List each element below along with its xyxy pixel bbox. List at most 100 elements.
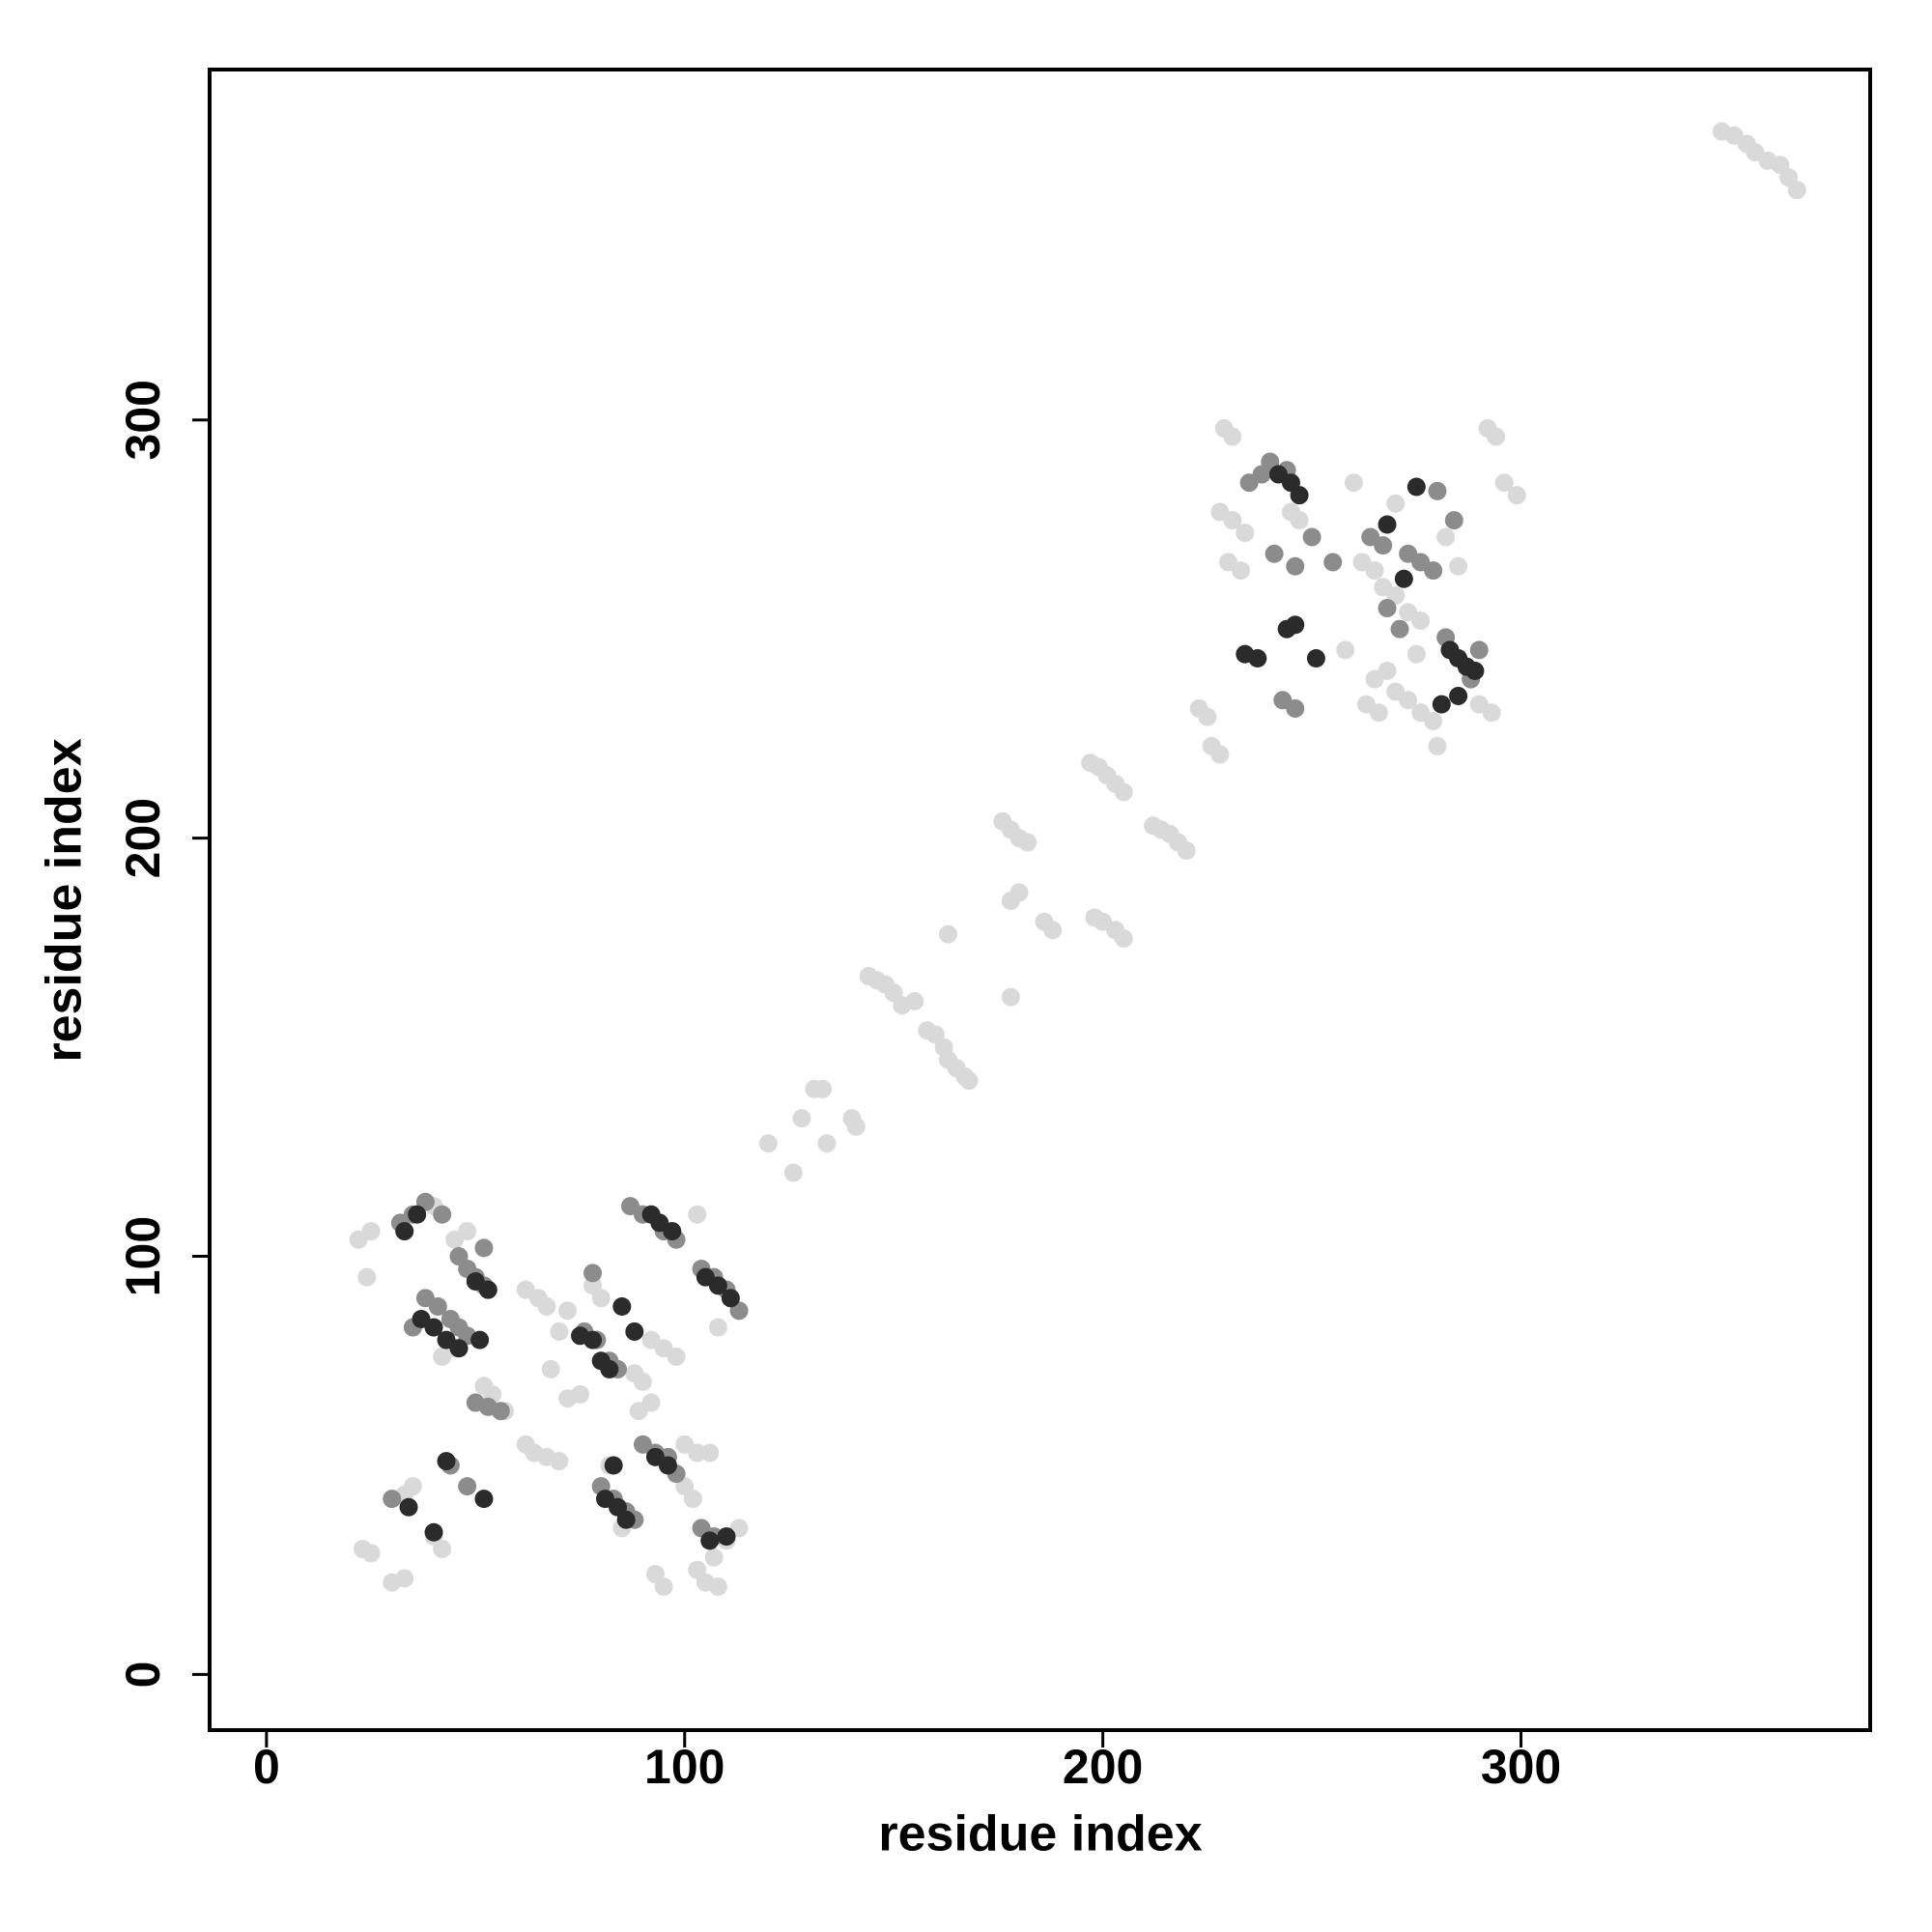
point	[541, 1359, 560, 1378]
point	[708, 1577, 727, 1597]
point	[395, 1222, 414, 1241]
point	[1394, 569, 1413, 588]
point	[846, 1117, 866, 1136]
point	[408, 1205, 427, 1224]
point	[1386, 494, 1406, 513]
point	[571, 1326, 590, 1346]
point	[1290, 511, 1309, 530]
point	[905, 991, 924, 1010]
point	[1494, 473, 1514, 493]
point	[1428, 736, 1447, 755]
y-tick-label: 200	[116, 798, 170, 878]
point	[1043, 921, 1063, 940]
x-tick-label: 0	[253, 1740, 280, 1794]
point	[424, 1522, 443, 1542]
point	[1482, 703, 1501, 723]
point	[1449, 686, 1468, 705]
y-tick-label: 100	[116, 1216, 170, 1296]
point	[1264, 544, 1284, 563]
point	[688, 1560, 707, 1579]
point	[1411, 611, 1431, 631]
y-axis-title: residue index	[37, 738, 93, 1062]
point	[1248, 649, 1267, 668]
point	[449, 1339, 469, 1358]
point	[1001, 892, 1020, 911]
point	[383, 1490, 402, 1509]
point	[708, 1276, 727, 1295]
point	[458, 1477, 477, 1496]
point	[491, 1402, 510, 1421]
point	[704, 1548, 724, 1567]
point	[550, 1321, 569, 1341]
point	[721, 1289, 740, 1308]
point	[645, 1565, 665, 1584]
point	[474, 1490, 494, 1509]
point	[1114, 782, 1133, 802]
point	[1787, 181, 1806, 200]
y-tick-label: 0	[116, 1662, 170, 1689]
point	[470, 1330, 490, 1350]
point	[1114, 929, 1133, 949]
point	[1236, 524, 1255, 543]
point	[1290, 486, 1309, 505]
point	[817, 1134, 837, 1153]
point	[1223, 427, 1242, 446]
point	[1323, 553, 1343, 572]
point	[1406, 477, 1426, 497]
point	[1399, 691, 1418, 710]
point	[813, 1079, 833, 1098]
point	[1177, 841, 1196, 861]
point	[1286, 698, 1305, 718]
point	[1198, 707, 1217, 726]
point	[792, 1109, 811, 1128]
point	[1390, 619, 1409, 639]
point	[688, 1205, 707, 1224]
point	[1336, 640, 1355, 660]
point	[361, 1544, 381, 1563]
point	[938, 924, 957, 944]
point	[1487, 427, 1506, 446]
point	[667, 1347, 686, 1366]
x-tick-label: 100	[644, 1740, 724, 1794]
point	[1232, 561, 1251, 581]
point	[758, 1134, 778, 1153]
point	[1001, 987, 1020, 1007]
point	[361, 1222, 381, 1241]
point	[700, 1531, 720, 1550]
x-tick-label: 300	[1481, 1740, 1561, 1794]
y-tick-label: 300	[116, 380, 170, 460]
point	[1210, 745, 1230, 764]
point	[959, 1071, 979, 1091]
point	[1424, 561, 1443, 581]
point	[717, 1527, 736, 1547]
point	[1406, 644, 1426, 664]
point	[433, 1205, 452, 1224]
point	[633, 1372, 652, 1391]
point	[1306, 649, 1325, 668]
point	[437, 1452, 456, 1471]
point	[1428, 481, 1447, 500]
point	[583, 1264, 603, 1283]
point	[591, 1289, 611, 1308]
point	[663, 1222, 682, 1241]
point	[1465, 661, 1485, 680]
x-axis-title: residue index	[878, 1806, 1202, 1862]
point	[558, 1301, 578, 1321]
point	[600, 1359, 619, 1378]
point	[1378, 599, 1397, 618]
x-tick-label: 200	[1063, 1740, 1143, 1794]
point	[708, 1318, 727, 1337]
point	[1018, 833, 1037, 852]
point	[641, 1393, 661, 1412]
point	[616, 1510, 636, 1529]
point	[428, 1296, 447, 1316]
point	[1286, 556, 1305, 576]
point	[424, 1318, 443, 1337]
point	[1378, 661, 1397, 680]
point	[658, 1456, 677, 1475]
plot-frame	[208, 68, 1872, 1732]
point	[558, 1389, 578, 1408]
point	[1449, 556, 1468, 576]
point	[1365, 561, 1384, 581]
